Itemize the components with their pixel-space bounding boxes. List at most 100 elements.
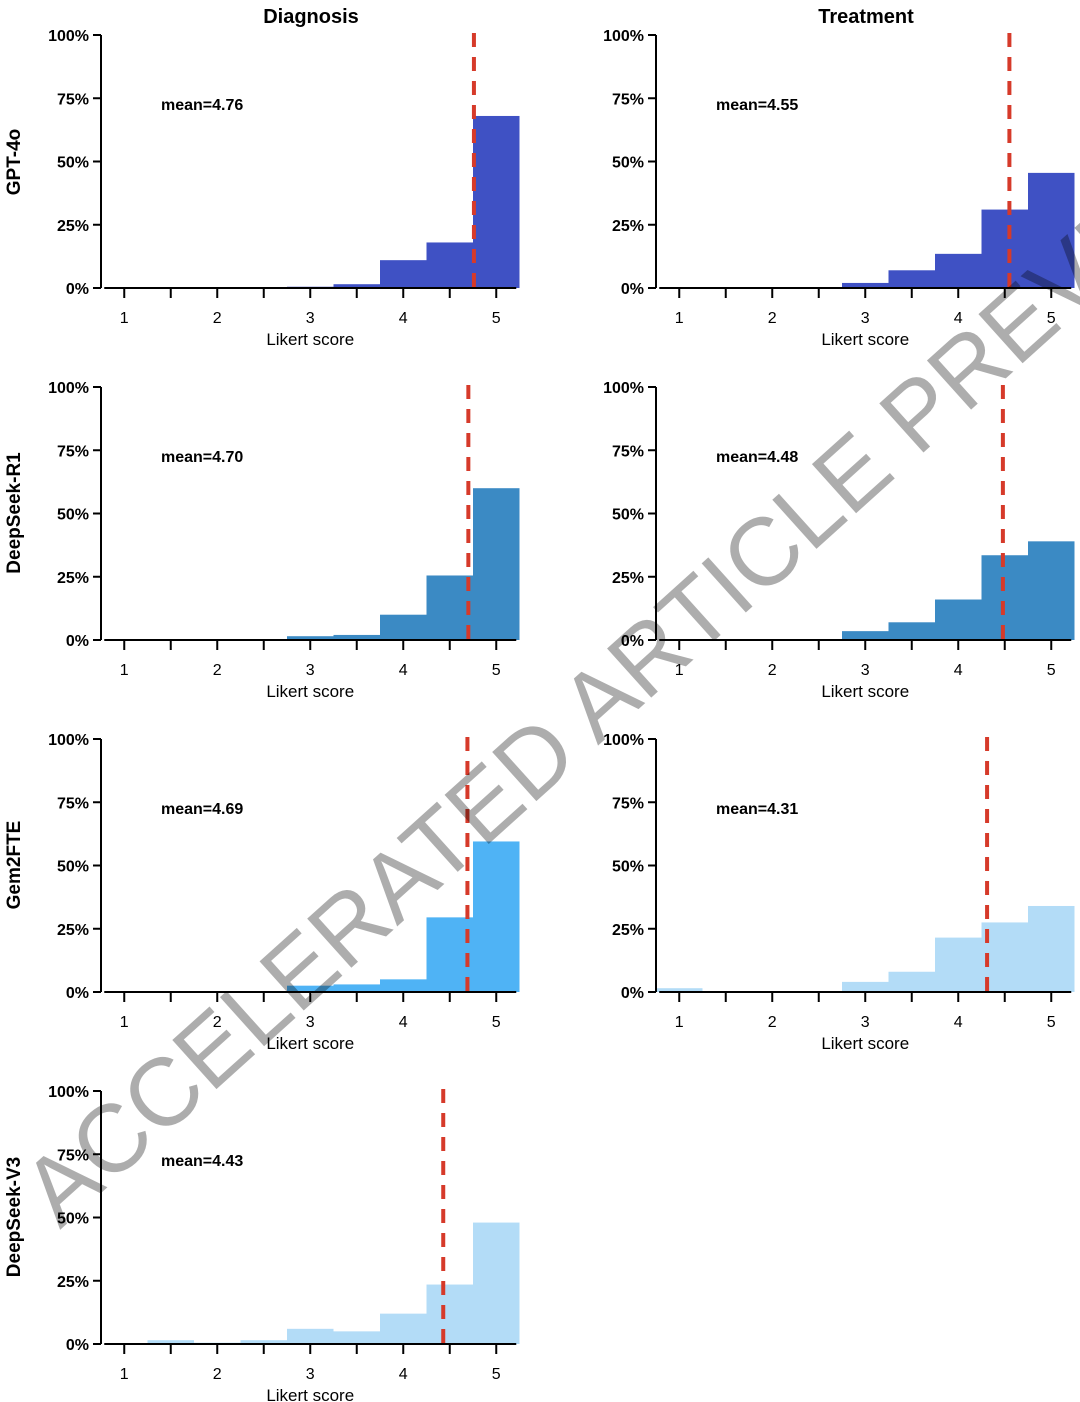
mean-label: mean=4.43 — [161, 1153, 243, 1170]
bar — [935, 937, 982, 992]
x-tick-label: 5 — [492, 1366, 501, 1383]
x-tick-label: 1 — [675, 310, 684, 327]
bar — [380, 260, 427, 288]
bar — [473, 1222, 520, 1344]
x-tick-label: 4 — [954, 662, 963, 679]
column-title-treatment: Treatment — [818, 6, 914, 28]
bar — [240, 1340, 287, 1344]
bar — [1028, 541, 1075, 640]
x-tick-label: 2 — [768, 1014, 777, 1031]
bar — [981, 922, 1028, 992]
y-tick-label: 25% — [612, 570, 644, 587]
x-tick-label: 4 — [399, 662, 408, 679]
bar — [426, 242, 473, 288]
bar — [888, 971, 935, 992]
y-tick-label: 75% — [612, 795, 644, 812]
y-tick-label: 75% — [57, 91, 89, 108]
y-tick-label: 0% — [621, 633, 644, 650]
column-title-diagnosis: Diagnosis — [263, 6, 359, 28]
x-tick-label: 2 — [768, 662, 777, 679]
bar — [333, 284, 380, 288]
x-tick-label: 5 — [492, 1014, 501, 1031]
y-tick-label: 50% — [612, 507, 644, 524]
watermark: ACCELERATED ARTICLE PREVIEW — [2, 97, 1080, 1245]
mean-label: mean=4.48 — [716, 449, 798, 466]
bar — [935, 599, 982, 640]
x-tick-label: 4 — [954, 310, 963, 327]
x-tick-label: 5 — [1047, 662, 1056, 679]
y-tick-label: 50% — [612, 155, 644, 172]
x-tick-label: 3 — [861, 662, 870, 679]
x-tick-label: 1 — [120, 662, 129, 679]
x-tick-label: 4 — [399, 310, 408, 327]
x-tick-label: 4 — [954, 1014, 963, 1031]
bar — [333, 984, 380, 992]
y-tick-label: 0% — [621, 985, 644, 1002]
bar — [380, 614, 427, 640]
bar — [333, 634, 380, 640]
x-tick-label: 2 — [768, 310, 777, 327]
y-tick-label: 100% — [48, 1084, 89, 1101]
x-tick-label: 2 — [213, 310, 222, 327]
bar — [935, 253, 982, 288]
x-tick-label: 4 — [399, 1366, 408, 1383]
bar — [333, 1331, 380, 1344]
bar — [888, 622, 935, 640]
y-tick-label: 25% — [57, 1274, 89, 1291]
x-tick-label: 3 — [306, 310, 315, 327]
row-label-gpt-4o: GPT-4o — [4, 129, 25, 196]
bar — [1028, 905, 1075, 992]
x-tick-label: 3 — [306, 662, 315, 679]
panel-deepseek-r1-diagnosis: 0% 25% 50% 75% 100% 1 2 3 4 5 Likert score mean=4.7… — [48, 380, 520, 701]
y-tick-label: 0% — [66, 281, 89, 298]
x-tick-label: 2 — [213, 1014, 222, 1031]
x-tick-label: 1 — [120, 310, 129, 327]
bar — [656, 988, 703, 992]
mean-label: mean=4.70 — [161, 449, 243, 466]
x-tick-label: 4 — [399, 1014, 408, 1031]
y-tick-label: 0% — [66, 633, 89, 650]
x-tick-label: 1 — [675, 1014, 684, 1031]
bar — [380, 1313, 427, 1344]
bar — [287, 985, 334, 992]
bar — [473, 841, 520, 992]
y-tick-label: 75% — [612, 443, 644, 460]
panel-gpt-4o-treatment: 0% 25% 50% 75% 100% 1 2 3 4 5 Likert score mean=4.5… — [603, 28, 1075, 349]
y-tick-label: 0% — [66, 1337, 89, 1354]
y-tick-label: 75% — [612, 91, 644, 108]
bar — [1028, 172, 1075, 288]
y-tick-label: 100% — [603, 732, 644, 749]
y-tick-label: 25% — [57, 922, 89, 939]
y-tick-label: 75% — [57, 1147, 89, 1164]
panel-deepseek-v3-diagnosis: 0% 25% 50% 75% 100% 1 2 3 4 5 Likert score mean=4.4… — [48, 1084, 520, 1402]
y-tick-label: 50% — [57, 859, 89, 876]
panel-gem2fte-diagnosis: 0% 25% 50% 75% 100% 1 2 3 4 5 Likert score mean=4.6… — [48, 732, 520, 1053]
bar — [147, 1340, 194, 1344]
bar — [287, 1328, 334, 1344]
y-tick-label: 50% — [612, 859, 644, 876]
y-tick-label: 100% — [48, 380, 89, 397]
mean-label: mean=4.76 — [161, 97, 243, 114]
bar — [426, 1284, 473, 1344]
y-tick-label: 25% — [57, 218, 89, 235]
y-tick-label: 50% — [57, 1211, 89, 1228]
panel-gem2fte-treatment: 0% 25% 50% 75% 100% 1 2 3 4 5 Likert score mean=4.3… — [603, 732, 1075, 1053]
x-tick-label: 3 — [306, 1014, 315, 1031]
x-axis-label: Likert score — [821, 330, 909, 349]
x-axis-label: Likert score — [266, 330, 354, 349]
x-axis-label: Likert score — [821, 682, 909, 701]
x-tick-label: 5 — [1047, 310, 1056, 327]
y-tick-label: 25% — [612, 922, 644, 939]
x-tick-label: 3 — [861, 310, 870, 327]
bar — [473, 488, 520, 640]
bar — [842, 282, 889, 288]
x-tick-label: 5 — [492, 662, 501, 679]
x-tick-label: 2 — [213, 662, 222, 679]
row-label-deepseek-v3: DeepSeek-V3 — [4, 1157, 25, 1277]
x-tick-label: 1 — [120, 1014, 129, 1031]
x-tick-label: 1 — [120, 1366, 129, 1383]
row-label-deepseek-r1: DeepSeek-R1 — [4, 452, 25, 574]
row-label-gem2fte: Gem2FTE — [4, 821, 25, 910]
x-tick-label: 5 — [1047, 1014, 1056, 1031]
bar — [473, 115, 520, 289]
